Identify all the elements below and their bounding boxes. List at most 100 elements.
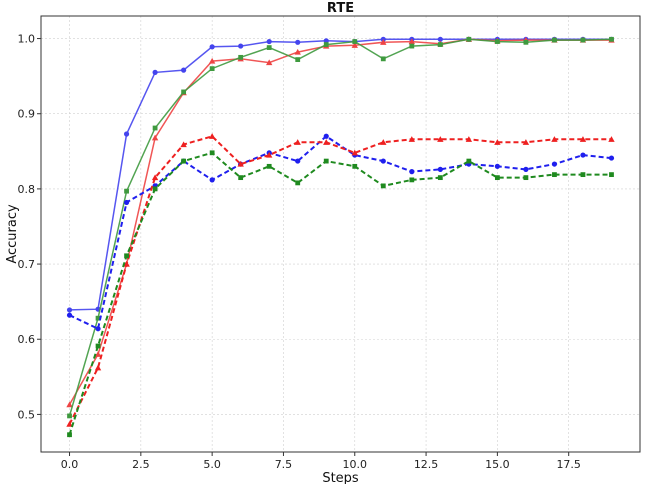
data-point — [580, 172, 586, 178]
data-point — [409, 177, 415, 183]
data-point — [408, 38, 416, 45]
data-point — [94, 351, 102, 357]
data-point — [238, 43, 244, 49]
data-point — [181, 89, 187, 95]
data-point — [437, 136, 444, 142]
data-point — [494, 139, 501, 145]
data-point — [123, 131, 130, 137]
data-point — [295, 39, 301, 45]
data-point — [295, 180, 301, 186]
data-point — [323, 158, 329, 164]
data-point — [294, 48, 301, 55]
y-tick-label: 0.5 — [18, 408, 36, 421]
y-tick-label: 0.9 — [18, 108, 36, 121]
data-point — [551, 161, 558, 167]
data-point — [351, 42, 358, 48]
series-line — [68, 38, 612, 405]
data-point — [123, 260, 130, 267]
plot-frame — [40, 15, 641, 453]
data-point — [152, 69, 158, 75]
data-point — [579, 136, 587, 142]
x-tick-label: 17.5 — [556, 458, 581, 471]
ticks: 0.0 2.5 5.0 7.5 10.0 12.5 15.0 17.5 0.5 0.6 0.7 0.8… — [18, 33, 581, 471]
data-point — [266, 163, 272, 169]
data-point — [208, 57, 216, 64]
data-point — [295, 57, 301, 62]
data-point — [95, 326, 101, 332]
data-point — [323, 133, 329, 139]
data-point — [66, 420, 73, 427]
data-point — [437, 36, 443, 42]
series-1 — [66, 36, 615, 313]
data-point — [466, 36, 472, 42]
data-point — [352, 39, 358, 44]
data-point — [609, 172, 614, 178]
data-point — [380, 39, 387, 45]
x-tick-label: 10.0 — [343, 458, 368, 471]
data-point — [323, 38, 329, 44]
data-point — [67, 413, 72, 419]
data-point — [66, 312, 73, 318]
data-point — [152, 186, 158, 192]
x-tick-label: 12.5 — [414, 458, 439, 471]
chart-title: RTE — [327, 1, 354, 16]
data-point — [608, 136, 615, 142]
y-tick-label: 0.6 — [18, 333, 36, 346]
data-point — [209, 150, 215, 156]
data-point — [466, 158, 472, 164]
data-point — [351, 149, 358, 156]
data-point — [437, 166, 443, 172]
data-point — [409, 169, 415, 175]
data-point — [323, 42, 329, 47]
series-line — [68, 38, 612, 417]
data-point — [209, 44, 215, 50]
x-tick-label: 2.5 — [132, 458, 150, 471]
data-point — [181, 67, 187, 73]
data-point — [437, 42, 443, 47]
x-tick-label: 15.0 — [485, 458, 510, 471]
data-point — [94, 364, 102, 371]
data-point — [551, 136, 558, 142]
x-tick-label: 5.0 — [203, 458, 221, 471]
data-point — [523, 166, 529, 172]
data-point — [266, 38, 272, 45]
data-point — [552, 37, 557, 43]
data-point — [151, 174, 159, 181]
data-point — [580, 37, 586, 43]
y-tick-label: 0.8 — [18, 183, 36, 196]
data-point — [152, 125, 158, 131]
y-tick-label: 0.7 — [18, 258, 36, 271]
grid — [41, 16, 640, 452]
data-point — [265, 59, 273, 66]
data-point — [494, 163, 500, 169]
data-point — [380, 56, 386, 62]
data-point — [523, 175, 529, 181]
series-line — [69, 135, 612, 331]
data-point — [552, 172, 557, 178]
data-point — [95, 315, 101, 321]
data-point — [465, 136, 473, 142]
x-axis-title: Steps — [322, 471, 359, 484]
data-point — [238, 175, 244, 181]
series-layer — [66, 36, 615, 438]
data-point — [208, 133, 216, 139]
y-axis-title: Accuracy — [5, 204, 20, 264]
x-tick-label: 7.5 — [275, 458, 293, 471]
data-point — [522, 139, 530, 145]
series-5 — [66, 133, 615, 427]
data-point — [180, 141, 187, 148]
data-point — [238, 54, 244, 60]
data-point — [237, 160, 244, 167]
data-point — [209, 66, 215, 72]
data-point — [580, 152, 586, 158]
data-point — [66, 401, 73, 408]
data-point — [295, 158, 301, 164]
data-point — [266, 45, 272, 50]
data-point — [95, 343, 101, 349]
y-tick-label: 1.0 — [18, 33, 36, 46]
data-point — [380, 139, 387, 145]
data-point — [151, 134, 159, 141]
data-point — [323, 139, 330, 145]
